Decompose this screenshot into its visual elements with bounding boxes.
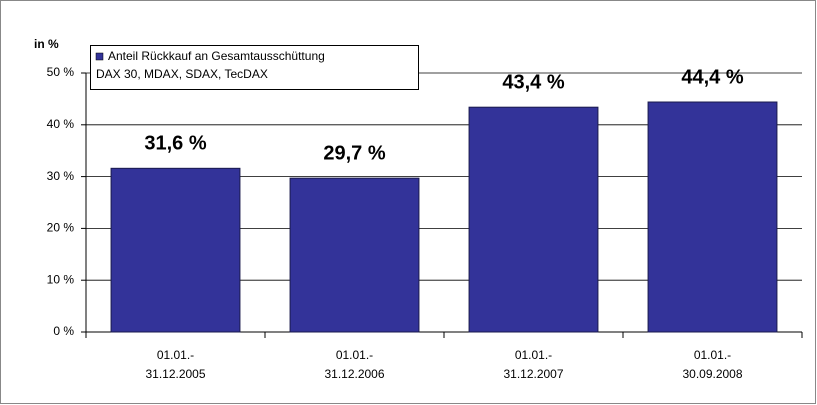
x-tick-label: 01.01.-	[694, 348, 731, 362]
y-tick-label: 20 %	[47, 221, 75, 235]
bar	[110, 167, 241, 333]
y-tick-label: 10 %	[47, 272, 75, 286]
legend-box	[90, 45, 419, 90]
value-label: 44,4 %	[681, 66, 743, 88]
y-axis-label: in %	[34, 37, 59, 51]
legend-label: Anteil Rückkauf an Gesamtausschüttung	[108, 49, 325, 63]
x-tick-label: 31.12.2007	[503, 367, 563, 381]
x-tick-label: 31.12.2005	[145, 367, 205, 381]
x-tick-label: 01.01.-	[336, 348, 373, 362]
value-label: 43,4 %	[502, 71, 564, 93]
legend-label: DAX 30, MDAX, SDAX, TecDAX	[96, 67, 268, 81]
value-label: 29,7 %	[323, 142, 385, 164]
y-tick-label: 0 %	[53, 324, 74, 338]
bar	[468, 106, 599, 333]
y-tick-label: 30 %	[47, 169, 75, 183]
legend-swatch	[95, 52, 104, 61]
x-tick-label: 30.09.2008	[682, 367, 742, 381]
value-label: 31,6 %	[144, 133, 206, 155]
bar	[289, 177, 420, 333]
y-tick-label: 50 %	[47, 65, 75, 79]
bar	[647, 101, 778, 333]
x-tick-label: 01.01.-	[157, 348, 194, 362]
y-tick-label: 40 %	[47, 117, 75, 131]
x-tick-label: 31.12.2006	[324, 367, 384, 381]
x-tick-label: 01.01.-	[515, 348, 552, 362]
